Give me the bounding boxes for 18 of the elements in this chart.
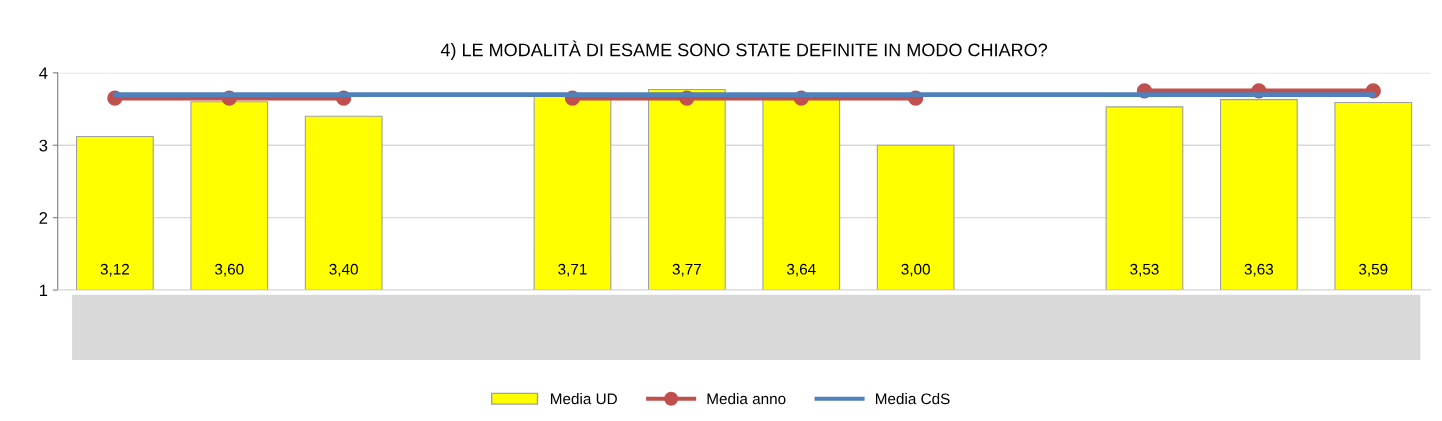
y-tick-label: 4 (39, 67, 48, 79)
legend-label: Media UD (551, 393, 617, 405)
y-tick-label: 1 (39, 284, 48, 297)
legend-label: Media CdS (875, 393, 950, 405)
data-label: 3,60 (214, 263, 244, 277)
y-tick-label: 2 (39, 212, 48, 224)
data-label: 3,59 (1358, 263, 1388, 277)
data-label: 3,63 (1244, 263, 1274, 277)
data-label: 3,64 (786, 263, 816, 277)
data-label: 3,12 (100, 263, 129, 277)
data-label: 3,00 (901, 263, 930, 277)
data-label: 3,71 (558, 263, 587, 277)
data-label: 3,40 (329, 263, 358, 277)
data-label: 3,77 (672, 263, 701, 277)
y-tick-label: 3 (39, 139, 48, 152)
legend-label: Media anno (707, 393, 786, 405)
chart-title: 4) LE MODALITÀ DI ESAME SONO STATE DEFINITE IN MODO CHIARO? (440, 40, 1048, 60)
data-label: 3,53 (1130, 263, 1159, 277)
